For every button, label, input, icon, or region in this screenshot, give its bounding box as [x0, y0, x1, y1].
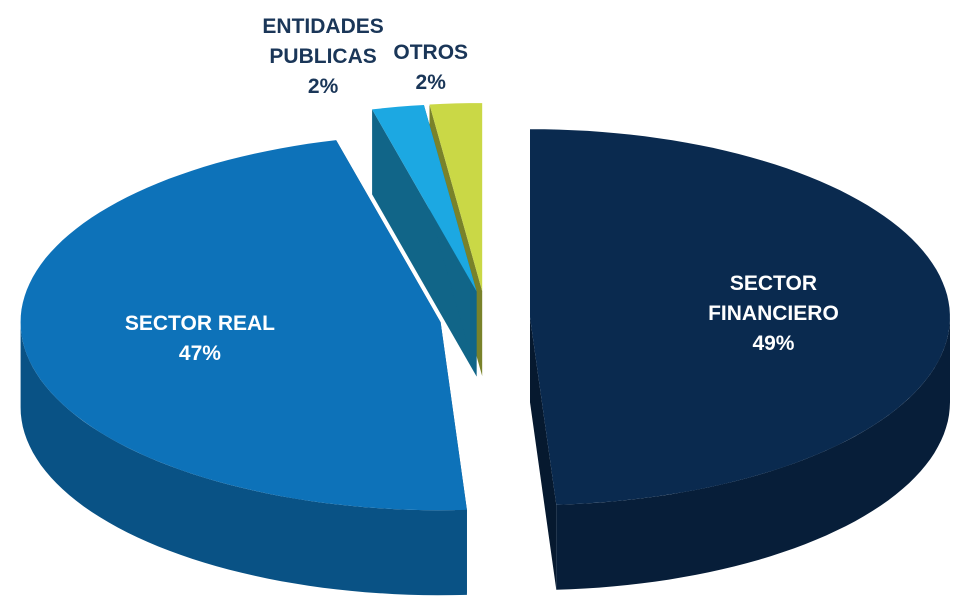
slice	[372, 105, 477, 292]
value-label: 47%	[178, 342, 221, 366]
category-label: OTROS	[393, 41, 469, 65]
slice-cut-face	[372, 109, 477, 377]
category-label: ENTIDADES PUBLICAS	[262, 14, 384, 68]
slice	[429, 103, 483, 292]
slice-label: SECTOR REAL 47%	[125, 309, 275, 369]
slice-label: OTROS 2%	[393, 38, 468, 98]
slice-cut-face	[530, 317, 557, 590]
slice	[20, 140, 467, 511]
slice-label: ENTIDADES PUBLICAS 2%	[243, 12, 403, 102]
value-label: 49%	[752, 331, 795, 355]
category-label: SECTOR REAL	[124, 312, 276, 336]
slice-label: SECTOR FINANCIERO 49%	[693, 269, 853, 359]
slice-side	[556, 317, 950, 590]
slice	[530, 129, 950, 505]
category-label: SECTOR FINANCIERO	[708, 271, 839, 325]
value-label: 2%	[415, 71, 446, 95]
slice-side	[20, 322, 467, 596]
value-label: 2%	[307, 74, 339, 98]
